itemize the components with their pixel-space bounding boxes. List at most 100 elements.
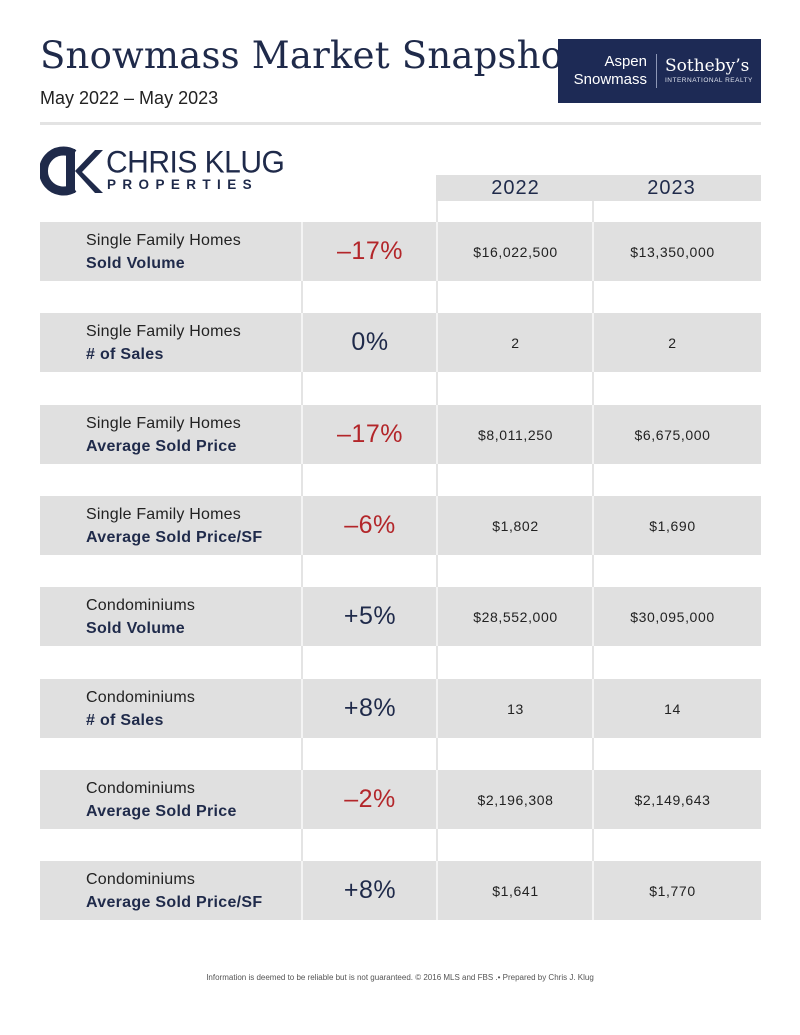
date-range: May 2022 – May 2023 xyxy=(40,88,219,108)
row-label: Single Family Homes Sold Volume xyxy=(86,231,241,275)
cell-divider xyxy=(592,222,594,281)
table-row: Single Family Homes Sold Volume –17% $16,02… xyxy=(40,222,761,281)
column-header-2022: 2022 xyxy=(491,176,540,199)
cell-divider xyxy=(301,405,303,464)
column-header-2023: 2023 xyxy=(647,176,696,199)
page-title: Snowmass Market Snapshot xyxy=(40,34,579,77)
brand-line-aspen: Aspen xyxy=(604,53,647,70)
value-2022: $16,022,500 xyxy=(473,243,558,260)
brand-name: Sotheby’s xyxy=(665,56,750,76)
row-category: Single Family Homes xyxy=(86,323,241,340)
brand-name-block: Sotheby’s INTERNATIONAL REALTY xyxy=(657,56,753,86)
cell-divider xyxy=(592,496,594,555)
sothebys-logo: Aspen Snowmass Sotheby’s INTERNATIONAL R… xyxy=(558,39,761,103)
value-2022: $8,011,250 xyxy=(477,426,554,443)
table-row: Condominiums Average Sold Price/SF +8% $1,6… xyxy=(40,861,761,920)
disclaimer: Information is deemed to be reliable but… xyxy=(206,973,594,982)
row-label: Single Family Homes Average Sold Price/SF xyxy=(86,505,262,549)
row-metric: Sold Volume xyxy=(86,620,186,637)
brand-line-snowmass: Snowmass xyxy=(573,71,647,88)
header-divider xyxy=(40,122,761,125)
percent-change: –2% xyxy=(344,785,396,813)
brand-location: Aspen Snowmass xyxy=(558,53,656,89)
row-label: Condominiums Average Sold Price/SF xyxy=(86,870,262,914)
percent-change: +8% xyxy=(343,876,397,904)
cell-divider xyxy=(592,405,594,464)
row-category: Condominiums xyxy=(86,597,196,614)
row-category: Single Family Homes xyxy=(86,415,241,432)
cell-divider xyxy=(301,496,303,555)
row-category: Single Family Homes xyxy=(86,506,241,523)
row-label: Condominiums Sold Volume xyxy=(86,596,195,640)
table-row: Condominiums Average Sold Price –2% $2,196,… xyxy=(40,770,761,829)
cell-divider xyxy=(301,679,303,738)
value-2023: $13,350,000 xyxy=(630,243,715,260)
value-2023: $30,095,000 xyxy=(630,608,715,625)
row-metric: # of Sales xyxy=(86,346,164,363)
row-label: Condominiums Average Sold Price xyxy=(86,779,237,823)
cell-divider xyxy=(301,222,303,281)
row-metric: Average Sold Price xyxy=(86,803,237,820)
cell-divider xyxy=(592,770,594,829)
row-metric: # of Sales xyxy=(86,712,164,729)
cell-divider xyxy=(436,405,438,464)
table-row: Single Family Homes Average Sold Price –17… xyxy=(40,405,761,464)
row-label: Single Family Homes Average Sold Price xyxy=(86,414,241,458)
cell-divider xyxy=(301,861,303,920)
brand-subtitle: INTERNATIONAL REALTY xyxy=(665,77,753,84)
value-2022: $2,196,308 xyxy=(477,791,554,808)
logo-name: CHRIS KLUG xyxy=(106,145,285,180)
logo-subtitle: PROPERTIES xyxy=(107,177,259,192)
cell-divider xyxy=(436,770,438,829)
brand-divider xyxy=(656,54,657,88)
value-2023: 14 xyxy=(664,700,681,717)
chris-klug-logo: CHRIS KLUG PROPERTIES xyxy=(40,145,285,198)
percent-change: +5% xyxy=(343,602,397,630)
cell-divider xyxy=(592,861,594,920)
value-2023: $1,770 xyxy=(649,882,696,899)
percent-change: –17% xyxy=(337,237,403,265)
value-2022: 2 xyxy=(511,334,520,351)
row-metric: Average Sold Price xyxy=(86,438,237,455)
row-label: Condominiums # of Sales xyxy=(86,688,195,732)
table-row: Condominiums # of Sales +8% 13 14 xyxy=(40,679,761,738)
value-2023: 2 xyxy=(668,334,677,351)
percent-change: –17% xyxy=(337,420,403,448)
row-category: Condominiums xyxy=(86,780,196,797)
cell-divider xyxy=(301,313,303,372)
row-metric: Average Sold Price/SF xyxy=(86,529,263,546)
value-2022: $1,641 xyxy=(492,882,539,899)
cell-divider xyxy=(436,679,438,738)
row-metric: Sold Volume xyxy=(86,255,186,272)
row-metric: Average Sold Price/SF xyxy=(86,894,263,911)
value-2023: $6,675,000 xyxy=(634,426,711,443)
row-category: Single Family Homes xyxy=(86,232,241,249)
cell-divider xyxy=(592,587,594,646)
cell-divider xyxy=(301,770,303,829)
cell-divider xyxy=(436,222,438,281)
cell-divider xyxy=(436,587,438,646)
column-divider xyxy=(301,222,303,918)
cell-divider xyxy=(436,313,438,372)
table-row: Single Family Homes # of Sales 0% 2 2 xyxy=(40,313,761,372)
cell-divider xyxy=(592,679,594,738)
percent-change: –6% xyxy=(344,511,396,539)
cell-divider xyxy=(592,313,594,372)
value-2022: 13 xyxy=(507,700,524,717)
value-2022: $28,552,000 xyxy=(473,608,558,625)
table-row: Single Family Homes Average Sold Price/SF… xyxy=(40,496,761,555)
table-row: Condominiums Sold Volume +5% $28,552,000 $30… xyxy=(40,587,761,646)
percent-change: 0% xyxy=(351,328,389,356)
percent-change: +8% xyxy=(343,694,397,722)
table-header-bar xyxy=(436,175,761,201)
row-category: Condominiums xyxy=(86,689,196,706)
value-2022: $1,802 xyxy=(492,517,539,534)
cell-divider xyxy=(436,861,438,920)
cell-divider xyxy=(301,587,303,646)
value-2023: $1,690 xyxy=(649,517,696,534)
value-2023: $2,149,643 xyxy=(634,791,711,808)
ck-monogram-icon xyxy=(40,146,103,196)
row-category: Condominiums xyxy=(86,871,196,888)
cell-divider xyxy=(436,496,438,555)
row-label: Single Family Homes # of Sales xyxy=(86,322,241,366)
